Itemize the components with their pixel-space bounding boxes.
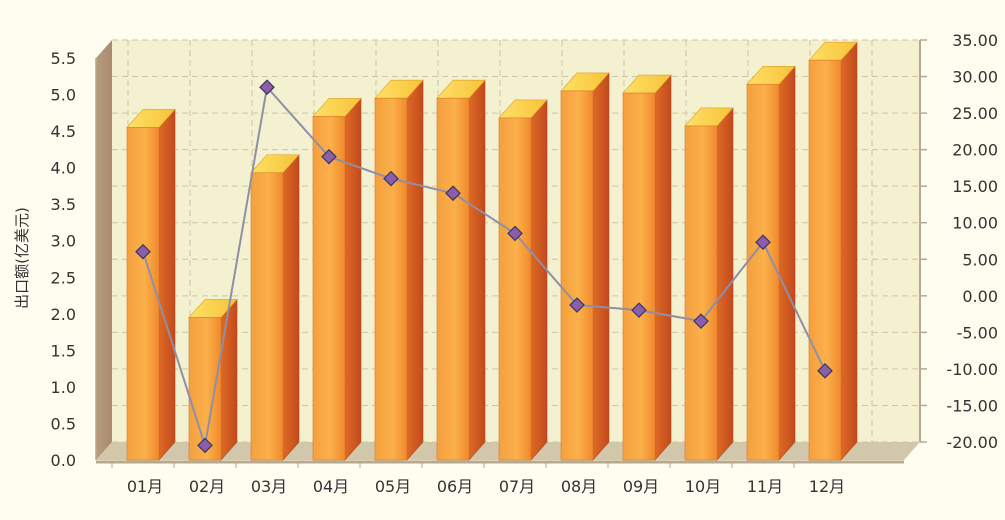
line-point-marker [383, 170, 399, 187]
y-tick-label-left: 1.5 [51, 341, 76, 360]
y-axis-right-ticks: -20.00 -15.00 -10.00 -5.00 0.00 5.00 10.00 15.0… [920, 31, 998, 452]
bar-front-face [250, 172, 284, 461]
x-tick-label: 12月 [809, 477, 845, 496]
line-point-marker [507, 225, 523, 242]
y-tick-label-left: 2.5 [51, 268, 76, 287]
line-point-marker [321, 148, 337, 165]
y-tick-label-right: 20.00 [952, 141, 998, 160]
line-point-marker [755, 234, 771, 251]
line-point-marker [445, 185, 461, 202]
line-point-marker [569, 297, 585, 313]
bar-side-face [158, 108, 176, 461]
y-tick-label-left: 4.5 [51, 122, 76, 141]
line-series [135, 79, 833, 454]
y-tick-label-left: 2.0 [51, 305, 76, 324]
bar-side-face [468, 79, 486, 461]
bar-front-face [622, 92, 656, 461]
y-tick-label-left: 5.0 [51, 86, 76, 105]
x-tick-label: 06月 [437, 477, 473, 496]
y-tick-label-right: 15.00 [952, 177, 998, 196]
y-tick-label-left: 1.0 [51, 378, 76, 397]
x-tick-label: 11月 [747, 477, 783, 496]
bar [498, 99, 548, 461]
bar [622, 74, 672, 461]
bar-side-face [406, 79, 424, 461]
x-tick-label: 08月 [561, 477, 597, 496]
y-tick-label-right: 25.00 [952, 104, 998, 123]
line-point-marker [135, 243, 151, 260]
bar-front-face [126, 127, 160, 461]
y-tick-label-right: 0.00 [962, 287, 998, 306]
y-tick-label-right: -20.00 [946, 433, 998, 452]
bar-side-face [654, 74, 672, 461]
y-tick-label-right: 10.00 [952, 214, 998, 233]
bar [436, 79, 486, 461]
plot-left-wall [96, 40, 112, 460]
bar-series [126, 41, 858, 461]
x-tick-label: 04月 [313, 477, 349, 496]
y-tick-label-left: 0.0 [51, 451, 76, 470]
y-tick-label-right: -5.00 [957, 323, 998, 342]
bar [560, 72, 610, 461]
bar-front-face [436, 97, 470, 461]
bar-front-face [312, 116, 346, 461]
bar-side-face [530, 99, 548, 461]
bar [250, 153, 300, 461]
bar-side-face [840, 41, 858, 461]
bar-front-face [374, 97, 408, 461]
y-tick-label-left: 5.5 [51, 49, 76, 68]
y-tick-label-right: -10.00 [946, 360, 998, 379]
bar-front-face [684, 125, 718, 461]
line-point-marker [693, 313, 709, 329]
x-axis-ticks: 01月 02月 03月 04月 05月 06月 07月 08月 09月 10月 11月 12月 [111, 462, 845, 496]
y-tick-label-left: 4.0 [51, 159, 76, 178]
bar [746, 65, 796, 461]
line-point-marker [631, 302, 647, 319]
x-tick-label: 07月 [499, 477, 535, 496]
x-tick-label: 10月 [685, 477, 721, 496]
line-point-marker [259, 79, 275, 96]
bar-side-face [778, 65, 796, 461]
bar [374, 79, 424, 461]
y-axis-label: 出口额(亿美元) [13, 207, 31, 309]
bar-front-face [746, 84, 780, 461]
bar-side-face [282, 153, 300, 461]
bar [684, 107, 734, 461]
y-tick-label-right: 30.00 [952, 68, 998, 87]
x-tick-label: 09月 [623, 477, 659, 496]
y-axis-left-ticks: 0.0 0.5 1.0 1.5 2.0 2.5 3.0 3.5 4.0 4.5 5.0 5.5 [51, 49, 76, 470]
bar [126, 108, 176, 461]
y-tick-label-right: 5.00 [962, 250, 998, 269]
line-point-marker [817, 362, 833, 379]
x-tick-label: 02月 [189, 477, 225, 496]
bar [312, 97, 362, 461]
bar [188, 298, 238, 461]
bar-side-face [592, 72, 610, 461]
y-tick-label-left: 3.5 [51, 195, 76, 214]
x-tick-label: 01月 [127, 477, 163, 496]
x-tick-label: 03月 [251, 477, 287, 496]
series-line [142, 85, 826, 446]
y-tick-label-left: 0.5 [51, 414, 76, 433]
bar-front-face [808, 59, 842, 461]
bar-side-face [220, 298, 238, 461]
bar-front-face [560, 90, 594, 461]
x-tick-label: 05月 [375, 477, 411, 496]
bar [808, 41, 858, 461]
y-tick-label-right: 35.00 [952, 31, 998, 50]
line-point-marker [197, 437, 213, 454]
bar-front-face [498, 117, 532, 461]
y-tick-label-left: 3.0 [51, 232, 76, 251]
y-tick-label-right: -15.00 [946, 396, 998, 415]
bar-side-face [344, 97, 362, 461]
